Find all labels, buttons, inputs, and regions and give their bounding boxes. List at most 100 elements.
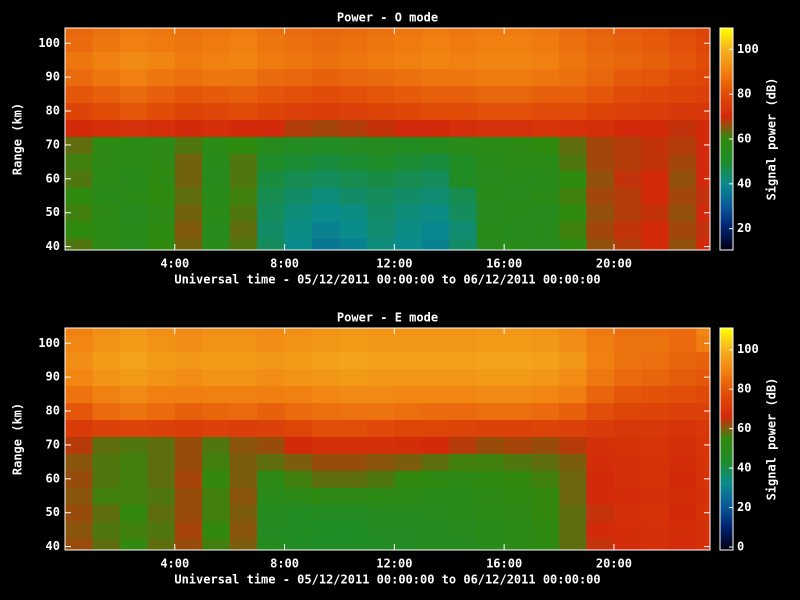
colorbar-segment (720, 402, 733, 406)
colorbar-segment (720, 64, 733, 67)
heatmap-cell (559, 187, 587, 205)
heatmap-cell (339, 368, 368, 387)
heatmap-cell (202, 402, 231, 421)
colorbar-segment (720, 352, 733, 355)
heatmap-cell (394, 436, 423, 454)
x-tick-label: 16:00 (486, 557, 522, 571)
heatmap-cell (147, 204, 176, 222)
heatmap-cell (257, 402, 286, 421)
colorbar-segment (720, 179, 733, 182)
heatmap-cell (559, 334, 587, 353)
heatmap-cell (696, 521, 711, 539)
heatmap-cell (65, 221, 93, 239)
colorbar-segment (720, 344, 733, 347)
heatmap-cell (257, 487, 286, 505)
colorbar-tick-label: 60 (737, 132, 751, 146)
heatmap-cell (257, 328, 286, 336)
heatmap-cell (284, 221, 313, 239)
heatmap-cell (613, 487, 642, 505)
heatmap-cell (394, 136, 423, 154)
heatmap-cell (202, 170, 231, 188)
colorbar-tick-label: 40 (737, 461, 751, 475)
heatmap-cell (613, 521, 642, 539)
heatmap-cell (366, 221, 395, 239)
heatmap-cell (174, 487, 203, 505)
heatmap-cell (421, 68, 450, 87)
colorbar-segment (720, 483, 733, 487)
heatmap-cell (586, 85, 615, 104)
heatmap-cell (366, 385, 395, 404)
heatmap-cell (504, 51, 533, 70)
colorbar-segment (720, 161, 733, 164)
heatmap-cell (339, 28, 368, 36)
heatmap-cell (504, 68, 533, 87)
colorbar-segment (720, 451, 733, 454)
heatmap-cell (696, 85, 711, 104)
heatmap-cell (119, 238, 148, 251)
heatmap-cell (696, 153, 711, 171)
heatmap-cell (119, 136, 148, 154)
colorbar-segment (720, 149, 733, 152)
heatmap-cell (668, 119, 697, 137)
colorbar-segment (720, 529, 733, 533)
heatmap-cell (284, 187, 313, 205)
heatmap-cell (668, 521, 697, 539)
heatmap-cell (229, 504, 258, 522)
heatmap-cell (339, 521, 368, 539)
heatmap-cell (586, 34, 615, 53)
colorbar-segment (720, 34, 733, 37)
heatmap-cell (421, 419, 450, 437)
heatmap-cell (284, 51, 313, 70)
heatmap-cell (613, 187, 642, 205)
heatmap-cell (531, 436, 560, 454)
colorbar-segment (720, 388, 733, 392)
heatmap-cell (312, 153, 340, 171)
heatmap-cell (476, 470, 505, 488)
heatmap-cell (257, 34, 286, 53)
heatmap-cell (312, 419, 340, 437)
colorbar-segment (720, 118, 733, 122)
colorbar-segment (720, 364, 733, 367)
heatmap-cell (394, 487, 423, 505)
heatmap-cell (449, 487, 478, 505)
heatmap-cell (202, 68, 231, 87)
heatmap-cell (284, 521, 313, 539)
colorbar-segment (720, 380, 733, 384)
heatmap-cell (613, 34, 642, 53)
heatmap-cell (174, 51, 203, 70)
heatmap-cell (202, 538, 231, 551)
chart-title: Power - E mode (337, 311, 438, 325)
colorbar-segment (720, 213, 733, 217)
heatmap-cell (174, 238, 203, 251)
heatmap-cell (559, 453, 587, 471)
heatmap-cell (147, 470, 176, 488)
heatmap-cell (229, 402, 258, 421)
heatmap-cell (559, 402, 587, 421)
heatmap-cell (531, 385, 560, 404)
colorbar-segment (720, 78, 733, 82)
colorbar-segment (720, 122, 733, 126)
heatmap-cell (613, 385, 642, 404)
heatmap-cell (613, 419, 642, 437)
heatmap-cell (92, 538, 121, 551)
colorbar-segment (720, 342, 733, 345)
colorbar-segment (720, 193, 733, 197)
colorbar-segment (720, 497, 733, 501)
heatmap-cell (174, 504, 203, 522)
colorbar-segment (720, 430, 733, 434)
heatmap-cell (366, 368, 395, 387)
heatmap-cell (641, 504, 670, 522)
colorbar-segment (720, 523, 733, 527)
heatmap-cell (476, 187, 505, 205)
heatmap-cell (641, 351, 670, 370)
heatmap-cell (65, 85, 93, 104)
colorbar-segment (720, 366, 733, 369)
heatmap-cell (174, 368, 203, 387)
heatmap-cell (119, 521, 148, 539)
heatmap-cell (696, 34, 711, 53)
heatmap-cell (421, 436, 450, 454)
heatmap-cell (312, 170, 340, 188)
heatmap-cell (65, 385, 93, 404)
heatmap-cell (366, 470, 395, 488)
colorbar-segment (720, 116, 733, 120)
